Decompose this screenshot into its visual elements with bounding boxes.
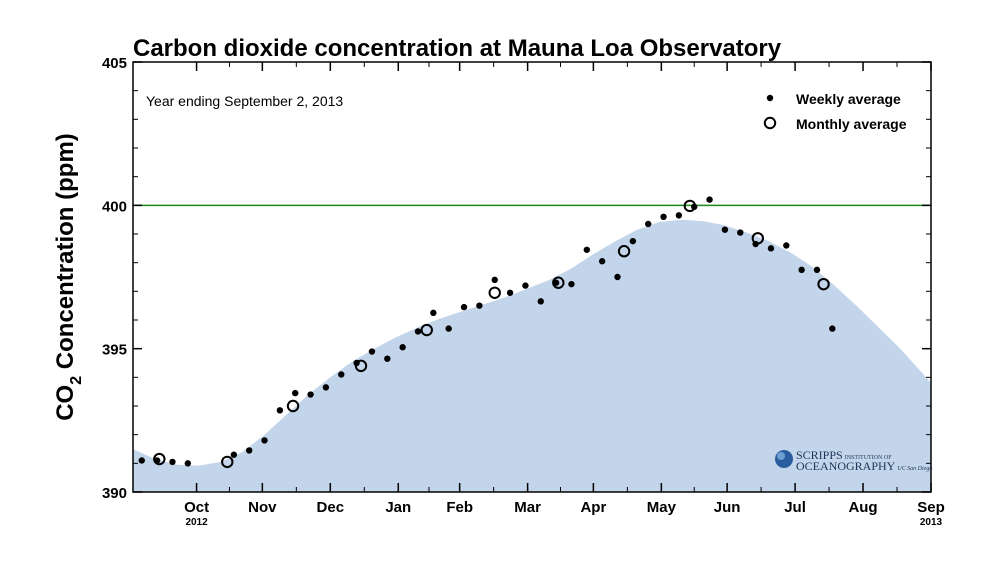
weekly-point: [813, 266, 821, 274]
x-tick-label: Feb: [446, 499, 473, 516]
weekly-point: [184, 460, 192, 467]
legend-monthly-label: Monthly average: [796, 116, 907, 132]
weekly-point: [537, 298, 544, 305]
y-tick-label: 390: [102, 485, 127, 502]
weekly-point: [276, 407, 284, 414]
weekly-point: [552, 279, 560, 286]
weekly-point: [414, 328, 422, 335]
logo-line1-small: INSTITUTION OF: [845, 455, 892, 461]
x-tick-label: Dec: [317, 499, 345, 516]
legend-monthly-marker: [763, 116, 777, 130]
monthly-point: [552, 276, 565, 289]
weekly-point: [644, 220, 652, 228]
weekly-point: [476, 302, 483, 309]
weekly-point: [598, 258, 606, 265]
weekly-point: [292, 389, 299, 397]
weekly-point: [706, 196, 713, 203]
x-tick-label: Apr: [580, 499, 606, 516]
weekly-point: [460, 303, 468, 311]
seasonal-cycle-area: [133, 219, 931, 492]
x-tick-label: Aug: [848, 499, 877, 516]
scripps-logo: SCRIPPS INSTITUTION OF OCEANOGRAPHY UC San…: [775, 448, 932, 473]
y-tick-label: 400: [102, 198, 127, 215]
legend: Weekly average Monthly average: [763, 91, 907, 132]
x-tick-label: Jun: [714, 499, 741, 516]
y-axis-label-subscript: 2: [68, 376, 85, 385]
weekly-point: [138, 457, 145, 464]
logo-line2-small: UC San Diego: [897, 466, 932, 472]
weekly-point: [368, 348, 376, 355]
weekly-point: [583, 246, 591, 253]
weekly-point: [660, 213, 667, 220]
weekly-point: [675, 212, 683, 219]
weekly-point: [614, 273, 621, 281]
weekly-point: [430, 309, 437, 317]
weekly-point: [783, 242, 790, 249]
legend-weekly-label: Weekly average: [796, 91, 901, 107]
weekly-point: [169, 458, 176, 466]
weekly-point: [737, 229, 744, 236]
logo-line1: SCRIPPS: [796, 448, 843, 462]
y-axis-label-suffix: Concentration (ppm): [52, 133, 79, 376]
weekly-point: [767, 245, 775, 252]
x-tick-label: Jul: [784, 499, 806, 516]
logo-line2: OCEANOGRAPHY: [796, 459, 896, 473]
weekly-point: [829, 325, 836, 332]
monthly-point: [286, 399, 300, 413]
y-tick-label: 395: [102, 342, 127, 359]
weekly-point: [245, 447, 253, 454]
weekly-point: [338, 371, 345, 378]
weekly-point: [445, 325, 452, 332]
globe-icon: [775, 450, 793, 468]
x-tick-label: Oct: [184, 499, 209, 516]
weekly-point: [384, 355, 391, 362]
y-tick-label: 405: [102, 55, 127, 72]
weekly-point: [568, 280, 575, 288]
weekly-point: [506, 289, 514, 296]
legend-weekly-marker: [766, 94, 774, 102]
chart-title: Carbon dioxide concentration at Mauna Lo…: [133, 35, 782, 62]
x-tick-label: Mar: [514, 499, 541, 516]
monthly-point: [354, 359, 368, 373]
x-tick-label: Nov: [248, 499, 277, 516]
globe-highlight-icon: [777, 452, 785, 460]
monthly-point: [617, 245, 631, 258]
monthly-point: [153, 452, 166, 466]
monthly-point: [817, 277, 830, 291]
weekly-point: [230, 451, 238, 458]
data-points: [138, 196, 836, 469]
x-tick-label: May: [647, 499, 677, 516]
y-axis-label: CO2 Concentration (ppm): [52, 133, 85, 421]
monthly-point: [420, 323, 433, 337]
monthly-point: [488, 286, 501, 299]
plot-frame: [132, 61, 932, 493]
weekly-point: [798, 266, 805, 274]
weekly-point: [261, 437, 268, 444]
weekly-point: [491, 276, 498, 284]
weekly-point: [522, 282, 529, 289]
monthly-point: [751, 232, 765, 245]
x-tick-label: Jan: [385, 499, 411, 516]
weekly-point: [629, 237, 637, 245]
svg-text:CO2 Concentration (ppm): CO2 Concentration (ppm): [52, 133, 85, 421]
y-axis-label-prefix: CO: [52, 385, 79, 421]
weekly-point: [322, 384, 330, 391]
x-tick-year: 2012: [185, 517, 208, 528]
weekly-point: [307, 391, 314, 398]
x-tick-label: Sep: [917, 499, 945, 516]
weekly-point: [399, 344, 406, 351]
monthly-point: [683, 199, 697, 213]
weekly-point: [721, 226, 729, 233]
monthly-point: [221, 455, 234, 469]
x-tick-year: 2013: [920, 517, 943, 528]
year-annotation: Year ending September 2, 2013: [146, 93, 343, 109]
